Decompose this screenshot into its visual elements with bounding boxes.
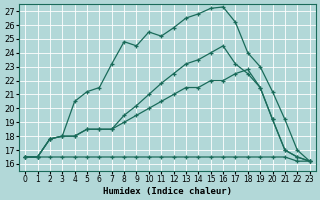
- X-axis label: Humidex (Indice chaleur): Humidex (Indice chaleur): [103, 187, 232, 196]
